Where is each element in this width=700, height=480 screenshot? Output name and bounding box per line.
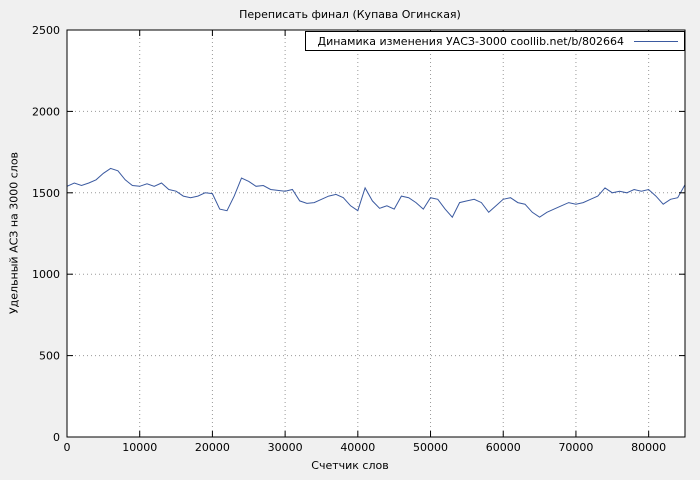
svg-text:80000: 80000 xyxy=(631,441,666,454)
svg-text:2500: 2500 xyxy=(32,24,60,37)
svg-text:1500: 1500 xyxy=(32,187,60,200)
chart-title: Переписать финал (Купава Огинская) xyxy=(239,8,461,21)
svg-text:50000: 50000 xyxy=(413,441,448,454)
y-axis-label: Удельный АСЗ на 3000 слов xyxy=(7,151,21,315)
svg-text:2000: 2000 xyxy=(32,105,60,118)
svg-text:0: 0 xyxy=(64,441,71,454)
svg-text:30000: 30000 xyxy=(268,441,303,454)
legend-line-sample-icon xyxy=(634,40,678,42)
svg-text:500: 500 xyxy=(39,350,60,363)
svg-text:10000: 10000 xyxy=(122,441,157,454)
x-axis-label: Счетчик слов xyxy=(311,459,389,472)
legend-label: Динамика изменения УАСЗ-3000 coollib.net… xyxy=(317,34,625,48)
svg-text:70000: 70000 xyxy=(558,441,593,454)
svg-text:40000: 40000 xyxy=(340,441,375,454)
svg-text:1000: 1000 xyxy=(32,268,60,281)
svg-text:0: 0 xyxy=(53,431,60,444)
legend: Динамика изменения УАСЗ-3000 coollib.net… xyxy=(304,31,685,51)
svg-text:60000: 60000 xyxy=(486,441,521,454)
svg-text:20000: 20000 xyxy=(195,441,230,454)
